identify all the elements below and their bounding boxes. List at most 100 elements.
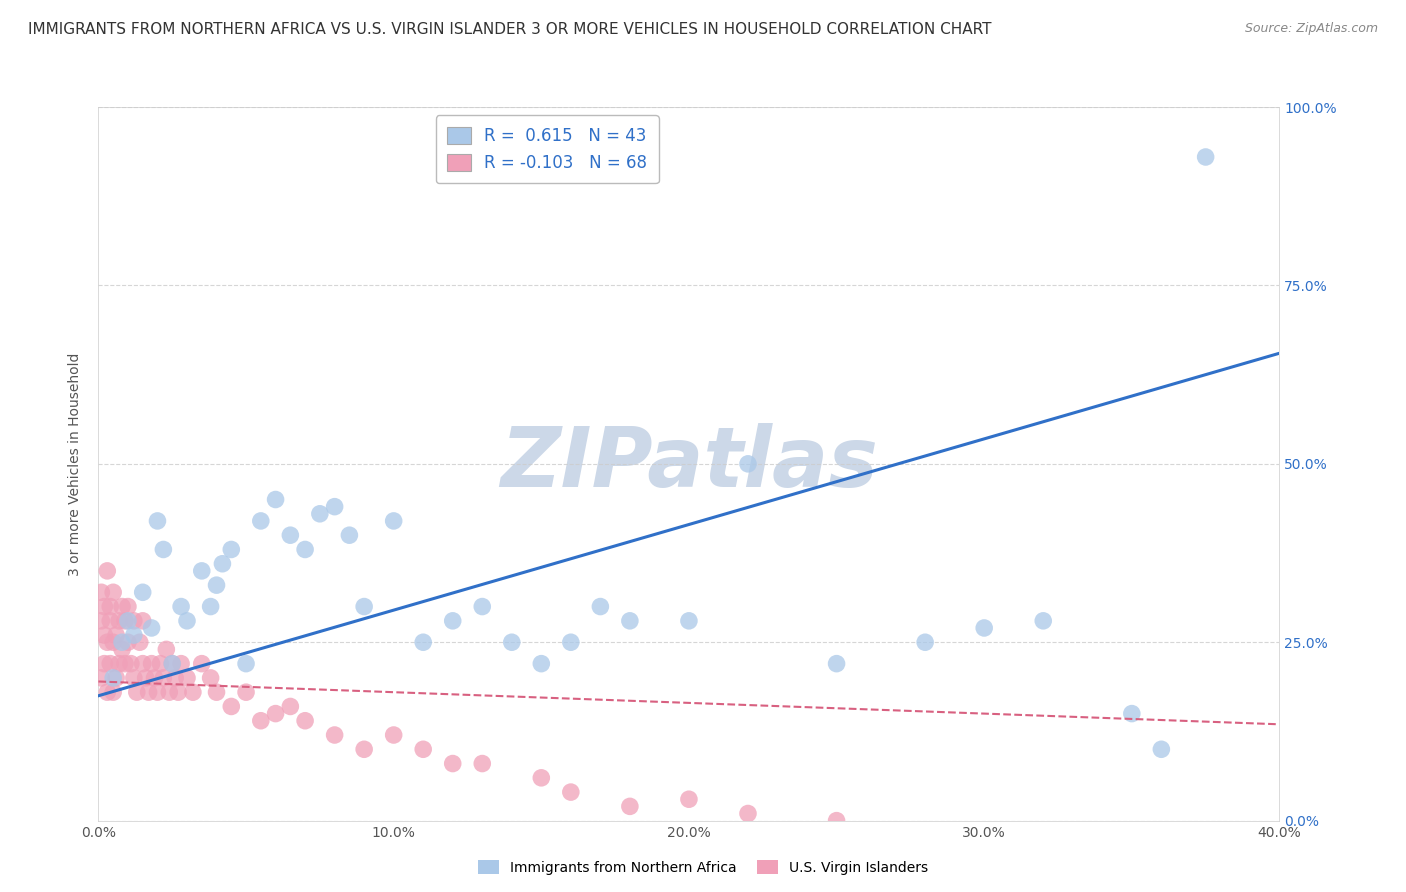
- Point: [737, 806, 759, 821]
- Point: [825, 657, 848, 671]
- Point: [162, 657, 183, 671]
- Point: [235, 657, 257, 671]
- Point: [117, 635, 139, 649]
- Point: [132, 585, 155, 599]
- Point: [122, 628, 145, 642]
- Point: [132, 614, 155, 628]
- Point: [152, 542, 174, 557]
- Point: [1195, 150, 1218, 164]
- Point: [323, 728, 346, 742]
- Point: [149, 657, 172, 671]
- Point: [441, 614, 464, 628]
- Point: [93, 599, 115, 614]
- Point: [219, 542, 242, 557]
- Point: [98, 614, 121, 628]
- Point: [120, 657, 142, 671]
- Point: [176, 614, 198, 628]
- Point: [619, 614, 641, 628]
- Legend: R =  0.615   N = 43, R = -0.103   N = 68: R = 0.615 N = 43, R = -0.103 N = 68: [436, 115, 659, 184]
- Point: [1121, 706, 1143, 721]
- Point: [235, 685, 257, 699]
- Point: [132, 657, 155, 671]
- Point: [619, 799, 641, 814]
- Point: [103, 685, 125, 699]
- Point: [114, 657, 136, 671]
- Legend: Immigrants from Northern Africa, U.S. Virgin Islanders: Immigrants from Northern Africa, U.S. Vi…: [472, 855, 934, 880]
- Point: [96, 685, 118, 699]
- Point: [135, 671, 157, 685]
- Point: [108, 657, 131, 671]
- Point: [141, 621, 163, 635]
- Point: [128, 635, 150, 649]
- Point: [471, 756, 494, 771]
- Y-axis label: 3 or more Vehicles in Household: 3 or more Vehicles in Household: [69, 352, 83, 575]
- Point: [191, 657, 214, 671]
- Point: [560, 635, 582, 649]
- Point: [264, 492, 287, 507]
- Point: [117, 614, 139, 628]
- Point: [250, 514, 273, 528]
- Point: [90, 671, 112, 685]
- Point: [353, 742, 375, 756]
- Point: [157, 685, 180, 699]
- Point: [170, 599, 193, 614]
- Point: [155, 642, 177, 657]
- Point: [382, 728, 405, 742]
- Point: [294, 714, 316, 728]
- Point: [200, 599, 222, 614]
- Point: [678, 614, 700, 628]
- Point: [117, 599, 139, 614]
- Point: [339, 528, 360, 542]
- Point: [441, 756, 464, 771]
- Point: [167, 685, 190, 699]
- Point: [1150, 742, 1173, 756]
- Point: [103, 585, 125, 599]
- Point: [105, 628, 128, 642]
- Point: [1032, 614, 1054, 628]
- Point: [96, 564, 118, 578]
- Point: [122, 671, 145, 685]
- Point: [146, 514, 169, 528]
- Point: [678, 792, 700, 806]
- Point: [825, 814, 848, 828]
- Point: [111, 635, 134, 649]
- Text: IMMIGRANTS FROM NORTHERN AFRICA VS U.S. VIRGIN ISLANDER 3 OR MORE VEHICLES IN HO: IMMIGRANTS FROM NORTHERN AFRICA VS U.S. …: [28, 22, 991, 37]
- Point: [103, 671, 125, 685]
- Point: [143, 671, 166, 685]
- Point: [111, 599, 134, 614]
- Point: [560, 785, 582, 799]
- Point: [146, 685, 169, 699]
- Point: [114, 614, 136, 628]
- Point: [90, 614, 112, 628]
- Point: [170, 657, 193, 671]
- Text: Source: ZipAtlas.com: Source: ZipAtlas.com: [1244, 22, 1378, 36]
- Point: [737, 457, 759, 471]
- Point: [278, 699, 302, 714]
- Point: [141, 657, 163, 671]
- Point: [973, 621, 995, 635]
- Point: [589, 599, 612, 614]
- Point: [412, 742, 434, 756]
- Point: [914, 635, 936, 649]
- Point: [264, 706, 287, 721]
- Point: [200, 671, 222, 685]
- Point: [530, 657, 553, 671]
- Point: [205, 685, 228, 699]
- Point: [152, 671, 174, 685]
- Point: [382, 514, 405, 528]
- Point: [471, 599, 494, 614]
- Point: [93, 628, 115, 642]
- Point: [93, 657, 115, 671]
- Point: [111, 642, 134, 657]
- Point: [250, 714, 273, 728]
- Point: [165, 671, 187, 685]
- Point: [125, 685, 148, 699]
- Point: [278, 528, 302, 542]
- Point: [181, 685, 204, 699]
- Point: [294, 542, 316, 557]
- Point: [96, 635, 118, 649]
- Point: [211, 557, 233, 571]
- Point: [353, 599, 375, 614]
- Point: [323, 500, 346, 514]
- Point: [108, 614, 131, 628]
